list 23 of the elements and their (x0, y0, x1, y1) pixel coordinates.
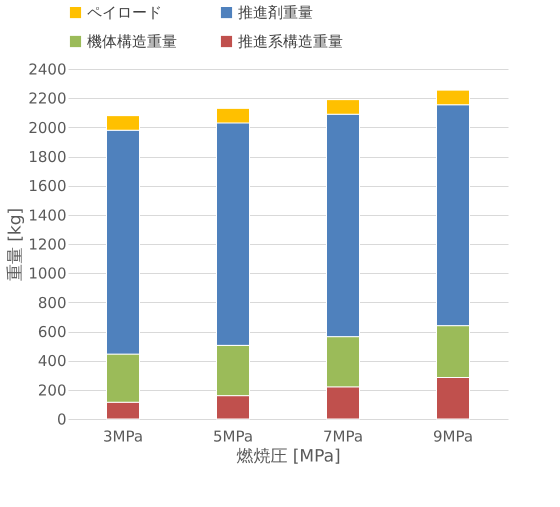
y-tick-label: 1800 (28, 148, 66, 166)
x-tick-label: 7MPa (322, 428, 364, 446)
x-axis-title: 燃焼圧 [MPa] (236, 446, 341, 466)
y-tick-label: 1400 (28, 206, 66, 224)
legend-label: 推進系構造重量 (238, 32, 343, 50)
legend-label: 機体構造重量 (87, 32, 177, 50)
legend-label: 推進剤重量 (238, 4, 313, 22)
y-tick-label: 800 (38, 294, 66, 312)
y-tick-label: 0 (56, 410, 66, 428)
y-tick-label: 2400 (28, 60, 66, 78)
x-tick-label: 9MPa (432, 428, 474, 446)
y-tick-label: 1600 (28, 177, 66, 196)
legend-label: ペイロード (87, 4, 162, 22)
y-tick-label: 2200 (28, 90, 66, 108)
y-tick-label: 200 (38, 381, 66, 400)
y-tick-label: 1200 (28, 236, 66, 254)
y-tick-label: 2000 (28, 118, 66, 137)
y-tick-label: 1000 (28, 264, 66, 283)
y-tick-label: 600 (38, 323, 66, 341)
y-axis-title: 重量 [kg] (5, 208, 26, 282)
y-tick-label: 400 (38, 352, 66, 370)
x-tick-label: 5MPa (212, 428, 254, 446)
x-tick-label: 3MPa (102, 428, 144, 446)
